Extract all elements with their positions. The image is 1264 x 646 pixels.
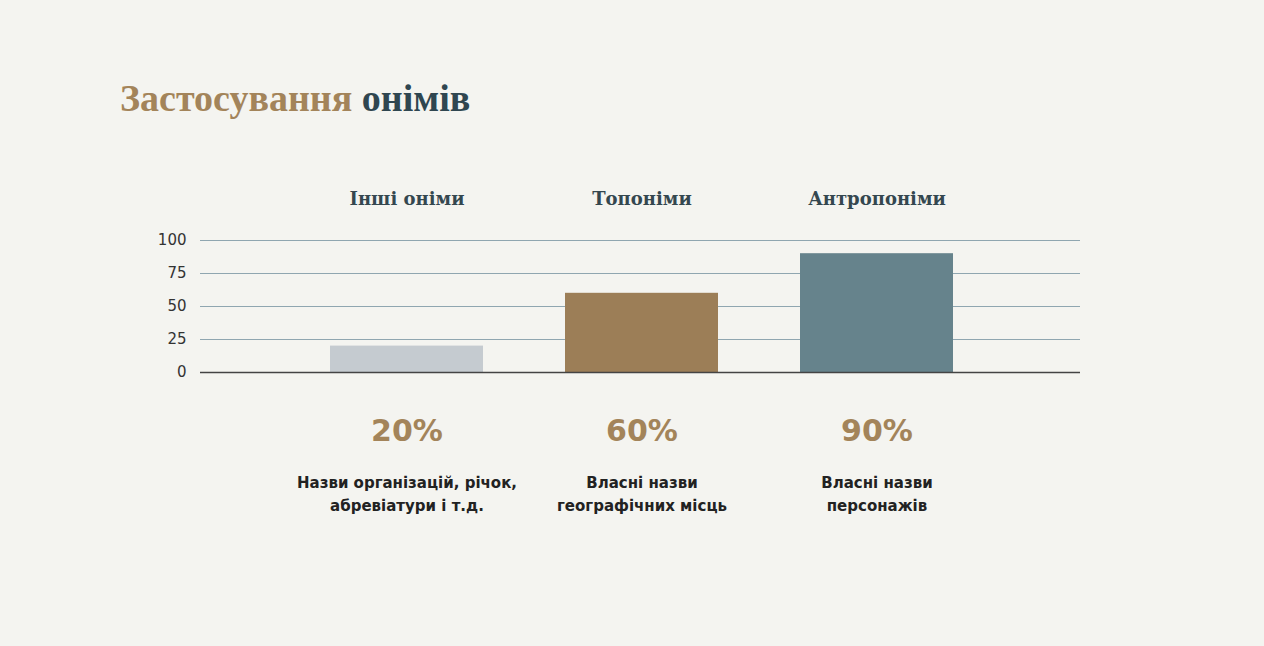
svg-text:Власні назвиперсонажів: Власні назвиперсонажів	[821, 474, 932, 514]
svg-text:50: 50	[167, 297, 186, 315]
svg-text:Інші оніми: Інші оніми	[349, 188, 464, 209]
svg-text:25: 25	[167, 330, 186, 348]
svg-text:20%: 20%	[371, 413, 443, 448]
svg-text:Антропоніми: Антропоніми	[808, 188, 946, 209]
svg-text:90%: 90%	[841, 413, 913, 448]
svg-text:75: 75	[167, 264, 186, 282]
svg-text:Власні назвигеографічних місць: Власні назвигеографічних місць	[557, 474, 727, 514]
svg-text:60%: 60%	[606, 413, 678, 448]
html-text:Застосування онімів: Застосування онімів	[120, 77, 471, 119]
svg-text:Назви організацій, річок,абрев: Назви організацій, річок,абревіатури і т…	[297, 474, 517, 514]
svg-text:0: 0	[177, 363, 187, 381]
svg-text:100: 100	[158, 231, 187, 249]
svg-text:Топоніми: Топоніми	[592, 188, 692, 209]
